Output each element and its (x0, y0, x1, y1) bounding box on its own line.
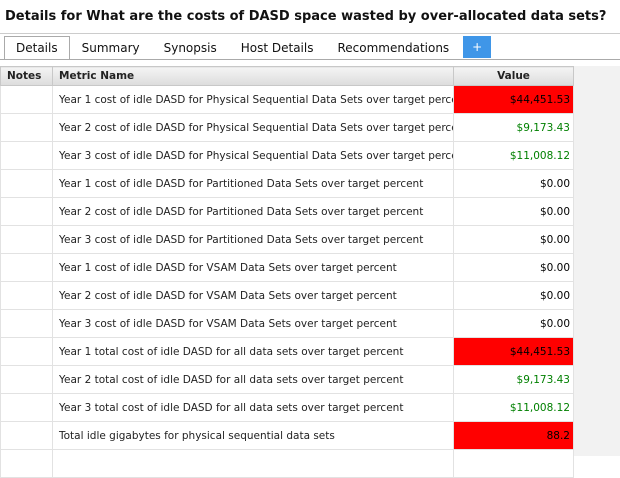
metric-cell: Year 1 cost of idle DASD for Partitioned… (52, 169, 454, 198)
metric-cell: Year 2 total cost of idle DASD for all d… (52, 365, 454, 394)
empty-cell (52, 449, 454, 478)
metric-cell: Year 3 cost of idle DASD for Partitioned… (52, 225, 454, 254)
table-row: Year 3 cost of idle DASD for Physical Se… (0, 141, 574, 170)
empty-cell (453, 449, 574, 478)
metric-cell: Year 1 total cost of idle DASD for all d… (52, 337, 454, 366)
metric-cell: Year 2 cost of idle DASD for Physical Se… (52, 113, 454, 142)
metric-cell: Year 1 cost of idle DASD for Physical Se… (52, 85, 454, 114)
value-cell: $0.00 (453, 197, 574, 226)
table-row: Year 2 total cost of idle DASD for all d… (0, 365, 574, 394)
grid: Notes Metric Name Value Year 1 cost of idl… (0, 66, 620, 478)
divider (0, 33, 620, 34)
metric-cell: Year 1 cost of idle DASD for VSAM Data S… (52, 253, 454, 282)
notes-cell (0, 225, 53, 254)
value-cell: $0.00 (453, 309, 574, 338)
notes-cell (0, 421, 53, 450)
table-row: Year 1 total cost of idle DASD for all d… (0, 337, 574, 366)
tab[interactable]: Host Details (240, 41, 314, 55)
page: Details for What are the costs of DASD s… (0, 9, 620, 478)
value-cell: $11,008.12 (453, 141, 574, 170)
notes-cell (0, 197, 53, 226)
table-row: Year 3 cost of idle DASD for Partitioned… (0, 225, 574, 254)
table-row: Year 3 total cost of idle DASD for all d… (0, 393, 574, 422)
metric-cell: Year 2 cost of idle DASD for Partitioned… (52, 197, 454, 226)
metric-cell: Total idle gigabytes for physical sequen… (52, 421, 454, 450)
value-cell: 88.2 (453, 421, 574, 450)
notes-cell (0, 85, 53, 114)
value-cell: $9,173.43 (453, 365, 574, 394)
table-row: Year 2 cost of idle DASD for VSAM Data S… (0, 281, 574, 310)
column-header[interactable]: Value (453, 66, 574, 86)
notes-cell (0, 309, 53, 338)
table-row: Year 3 cost of idle DASD for VSAM Data S… (0, 309, 574, 338)
table-row: Year 1 cost of idle DASD for VSAM Data S… (0, 253, 574, 282)
empty-cell (0, 449, 53, 478)
notes-cell (0, 253, 53, 282)
add-tab-button[interactable]: + (463, 36, 492, 58)
tab[interactable]: Synopsis (163, 41, 217, 55)
panel-title: Details for What are the costs of DASD s… (5, 9, 607, 24)
value-cell: $44,451.53 (453, 337, 574, 366)
notes-cell (0, 281, 53, 310)
notes-cell (0, 113, 53, 142)
table-row: Year 1 cost of idle DASD for Physical Se… (0, 85, 574, 114)
notes-cell (0, 169, 53, 198)
divider (0, 59, 620, 60)
table-row: Total idle gigabytes for physical sequen… (0, 421, 574, 450)
notes-cell (0, 393, 53, 422)
metric-cell: Year 2 cost of idle DASD for VSAM Data S… (52, 281, 454, 310)
column-header[interactable]: Notes (0, 66, 53, 86)
column-header[interactable]: Metric Name (52, 66, 454, 86)
table-row (0, 449, 574, 478)
metric-cell: Year 3 cost of idle DASD for VSAM Data S… (52, 309, 454, 338)
table-row: Year 2 cost of idle DASD for Partitioned… (0, 197, 574, 226)
value-cell: $11,008.12 (453, 393, 574, 422)
notes-cell (0, 365, 53, 394)
value-cell: $9,173.43 (453, 113, 574, 142)
metric-table: Notes Metric Name Value Year 1 cost of idl… (0, 66, 574, 478)
value-cell: $0.00 (453, 281, 574, 310)
metric-cell: Year 3 cost of idle DASD for Physical Se… (52, 141, 454, 170)
notes-cell (0, 141, 53, 170)
tab[interactable]: Summary (81, 41, 140, 55)
table-body: Year 1 cost of idle DASD for Physical Se… (0, 85, 574, 478)
value-cell: $44,451.53 (453, 85, 574, 114)
table-row: Year 1 cost of idle DASD for Partitioned… (0, 169, 574, 198)
table-row: Year 2 cost of idle DASD for Physical Se… (0, 113, 574, 142)
notes-cell (0, 337, 53, 366)
tab-bar: Details Summary Synopsis Host Details Recomm… (4, 36, 492, 60)
value-cell: $0.00 (453, 253, 574, 282)
value-cell: $0.00 (453, 169, 574, 198)
value-cell: $0.00 (453, 225, 574, 254)
tab[interactable]: Recommendations (337, 41, 450, 55)
header-row: Notes Metric Name Value (0, 66, 574, 86)
metric-cell: Year 3 total cost of idle DASD for all d… (52, 393, 454, 422)
tab[interactable]: Details (4, 36, 70, 60)
